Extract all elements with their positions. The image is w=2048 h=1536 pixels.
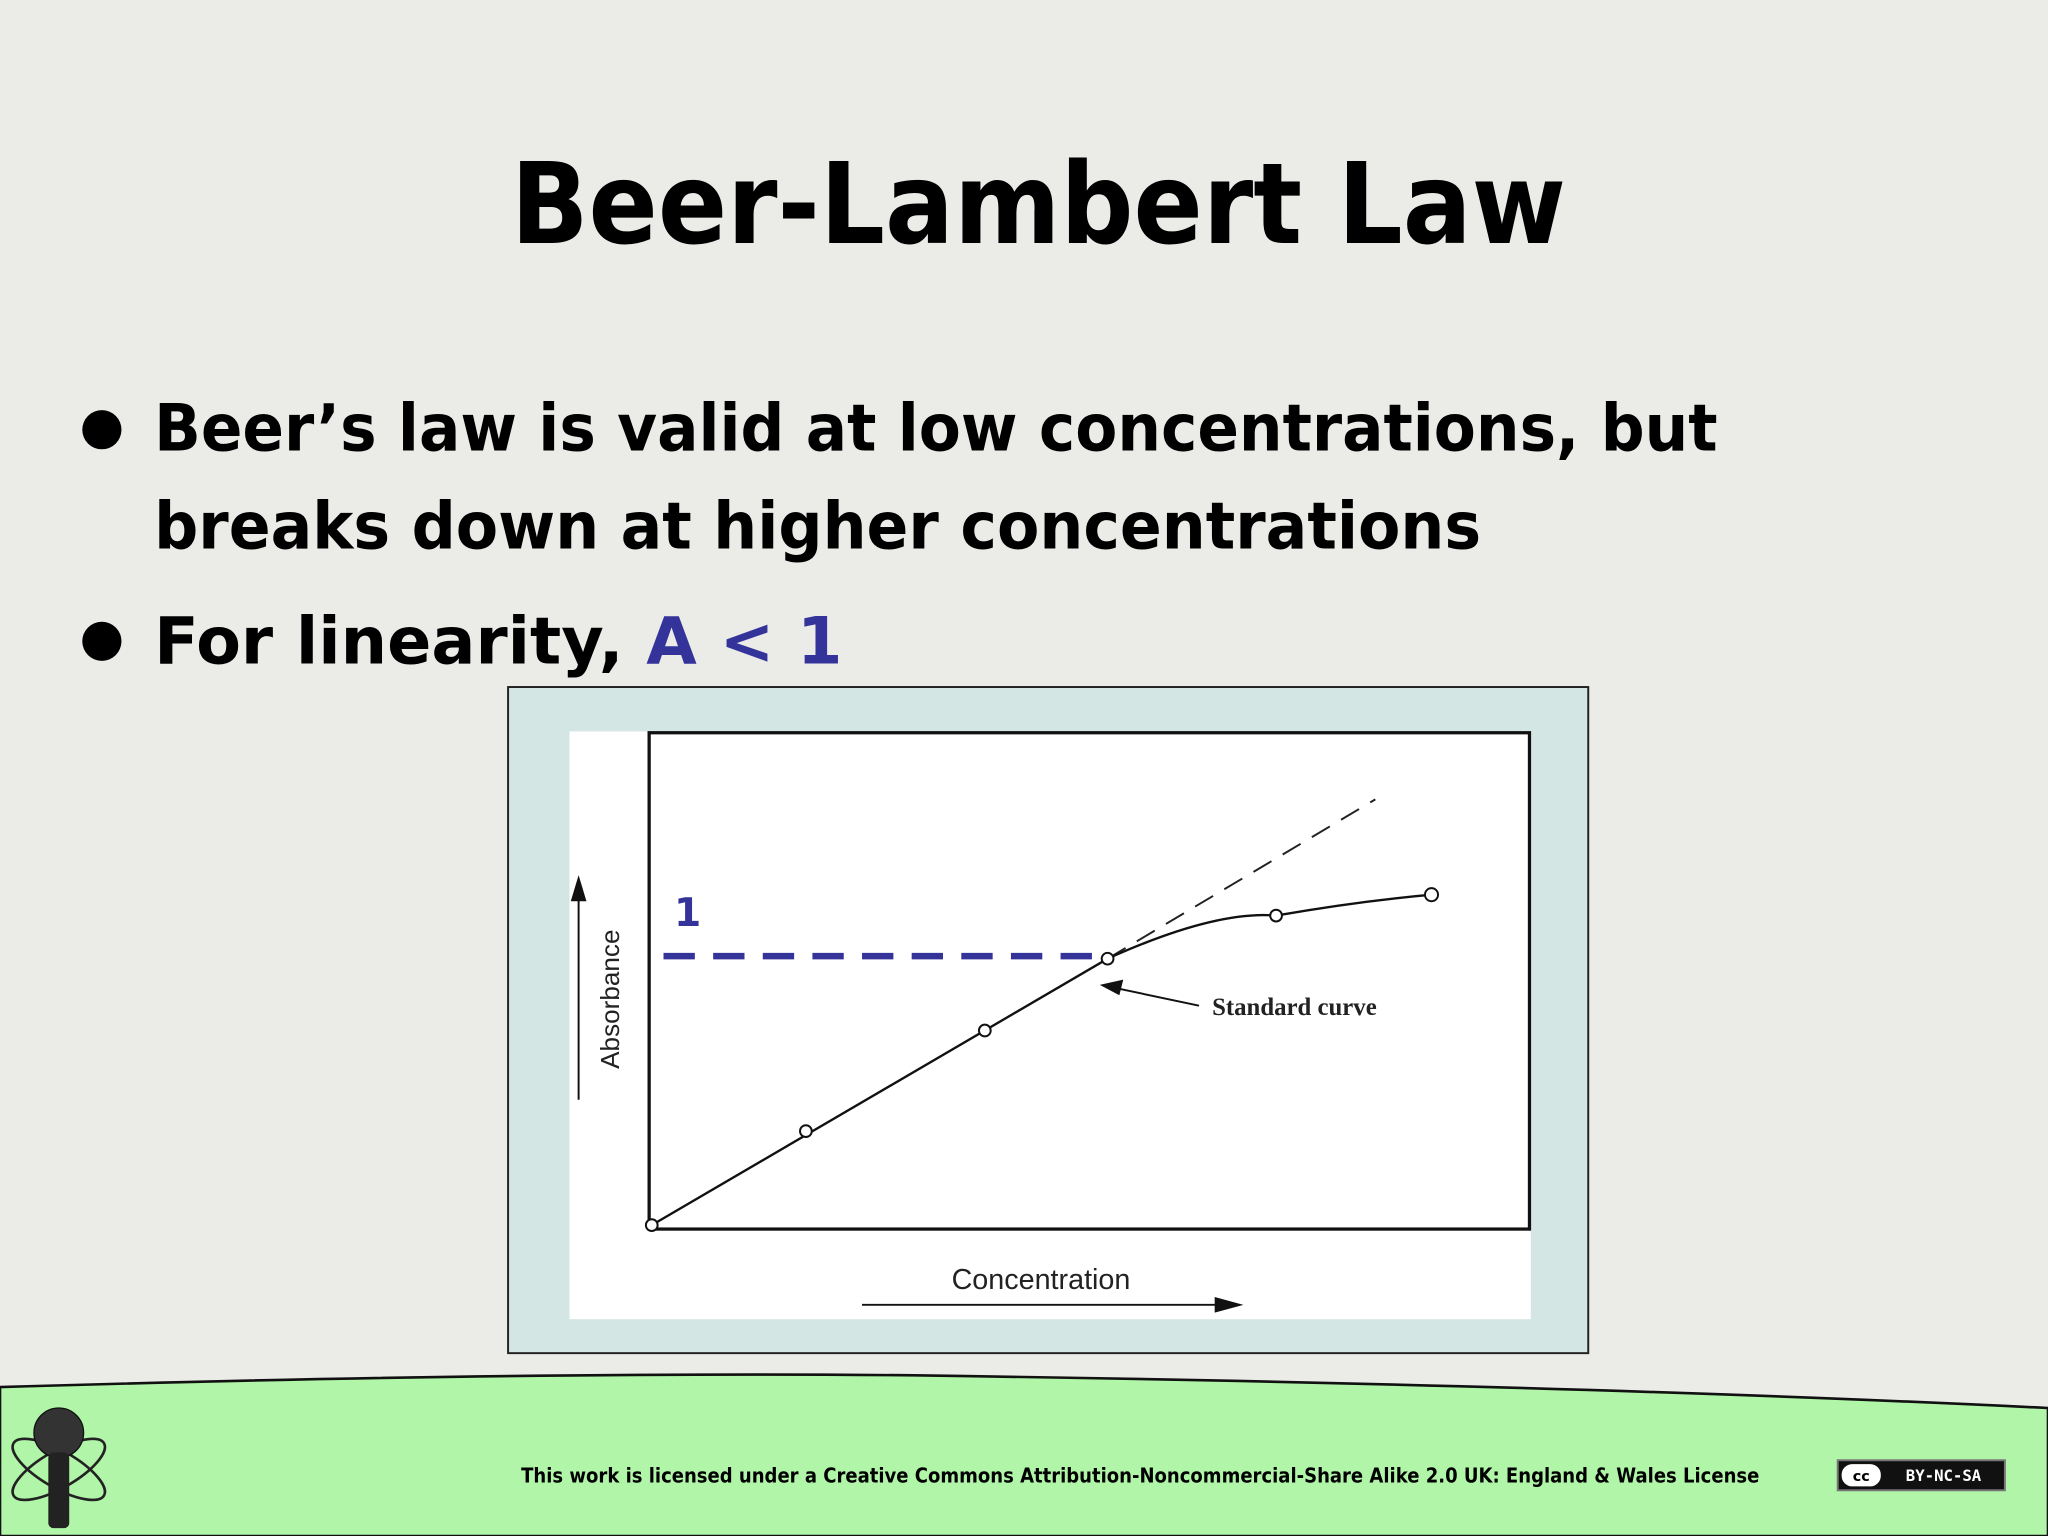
annotation: Standard curve xyxy=(1212,994,1377,1021)
footer-band xyxy=(0,1373,2048,1536)
y-arrowhead xyxy=(570,875,587,902)
bullet-text: Beer’s law is valid at low concentration… xyxy=(154,391,1717,467)
license-badge[interactable]: cc BY-NC-SA xyxy=(1836,1459,2006,1492)
point xyxy=(1269,908,1283,923)
bullet-highlight: A < 1 xyxy=(646,604,842,680)
x-axis-label: Concentration xyxy=(952,1264,1131,1296)
badge-cc: cc xyxy=(1853,1469,1870,1485)
badge-text: BY-NC-SA xyxy=(1906,1466,1982,1485)
extrapolation xyxy=(1107,798,1376,960)
figure-canvas xyxy=(569,731,1531,1320)
logo xyxy=(11,1407,107,1529)
y-axis-label: Absorbance xyxy=(595,930,625,1069)
bullet xyxy=(82,621,122,661)
title: Beer-Lambert Law xyxy=(511,140,1566,270)
plot-frame xyxy=(647,731,1532,1231)
bullet-plain: For linearity, xyxy=(154,604,646,680)
point xyxy=(1100,951,1115,966)
bullet xyxy=(82,410,122,450)
bullet-text: For linearity, A < 1 xyxy=(154,604,842,680)
points xyxy=(644,887,1440,1232)
annotation-arrow xyxy=(1112,986,1200,1007)
point xyxy=(799,1124,813,1138)
annotation-arrowhead xyxy=(1099,979,1124,996)
x-arrowhead xyxy=(1214,1296,1244,1313)
badge-cc-bg xyxy=(1841,1464,1881,1487)
license-text: This work is licensed under a Creative C… xyxy=(521,1463,1759,1487)
point xyxy=(1423,887,1440,903)
threshold-label: 1 xyxy=(674,891,701,936)
point xyxy=(977,1023,992,1038)
bullet-text: breaks down at higher concentrations xyxy=(154,489,1481,565)
point xyxy=(644,1218,659,1232)
